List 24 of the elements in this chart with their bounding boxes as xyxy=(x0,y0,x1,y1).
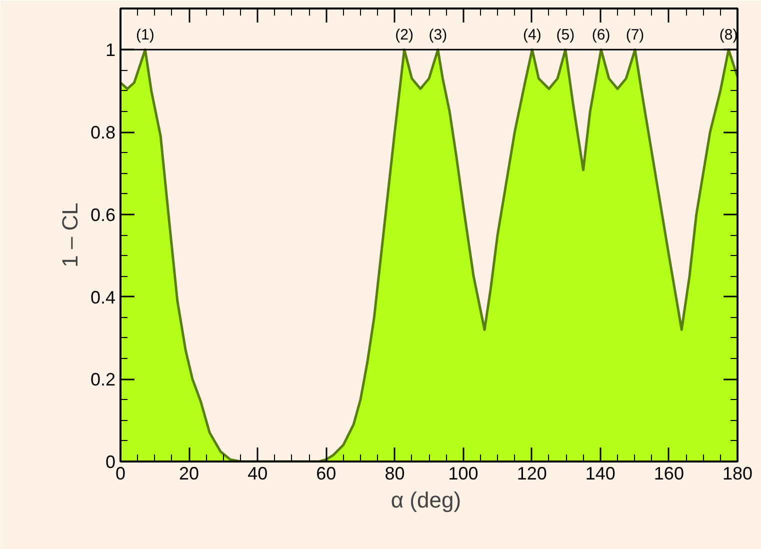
x-tick-label: 20 xyxy=(179,464,200,484)
annotation: (2) xyxy=(395,26,414,44)
y-axis-title: 1 – CL xyxy=(57,202,82,268)
y-tick-label: 1 xyxy=(105,40,116,60)
x-tick-label: 60 xyxy=(316,464,336,484)
annotation: (5) xyxy=(556,26,575,44)
x-tick-label: 160 xyxy=(654,464,684,484)
annotation: (1) xyxy=(136,26,154,44)
annotation: (4) xyxy=(523,26,542,44)
annotation: (3) xyxy=(428,26,448,44)
annotation: (6) xyxy=(592,26,610,44)
y-tick-label: 0.6 xyxy=(90,204,116,225)
annotation: (7) xyxy=(626,26,644,44)
x-tick-label: 180 xyxy=(722,464,753,484)
x-tick-label: 80 xyxy=(384,464,405,484)
x-tick-label: 40 xyxy=(248,464,268,484)
x-tick-label: 120 xyxy=(516,464,547,484)
y-tick-label: 0.8 xyxy=(90,122,116,143)
y-tick-label: 0.4 xyxy=(90,287,116,308)
x-axis-title: α (deg) xyxy=(390,488,462,512)
annotation: (8) xyxy=(719,26,738,44)
y-tick-label: 0.2 xyxy=(90,370,116,390)
x-tick-label: 140 xyxy=(585,464,616,484)
x-tick-label: 100 xyxy=(448,464,478,484)
